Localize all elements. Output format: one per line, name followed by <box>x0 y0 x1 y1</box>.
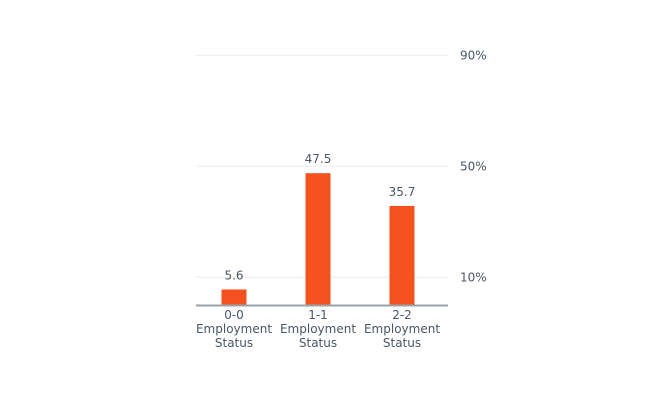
x-category-line: 1-1 <box>308 308 328 322</box>
y-tick-label: 10% <box>460 270 487 284</box>
bar <box>221 289 247 305</box>
data-label: 47.5 <box>305 152 332 166</box>
data-label: 5.6 <box>224 268 243 282</box>
x-category-label: 1-1 Employment Status <box>280 308 356 350</box>
x-category-line: Status <box>215 336 253 350</box>
y-axis-ticks: 10% 50% 90% <box>460 48 487 284</box>
bar <box>305 173 331 305</box>
x-category-line: Employment <box>364 322 440 336</box>
data-label: 35.7 <box>389 185 416 199</box>
bars <box>221 173 415 305</box>
x-category-line: Status <box>299 336 337 350</box>
data-labels: 5.6 47.5 35.7 <box>224 152 415 282</box>
x-category-label: 2-2 Employment Status <box>364 308 440 350</box>
x-category-label: 0-0 Employment Status <box>196 308 272 350</box>
x-category-line: Employment <box>280 322 356 336</box>
bar <box>389 205 415 305</box>
y-tick-label: 50% <box>460 159 487 173</box>
y-tick-label: 90% <box>460 48 487 62</box>
x-category-line: Employment <box>196 322 272 336</box>
x-category-line: 0-0 <box>224 308 244 322</box>
x-category-line: 2-2 <box>392 308 412 322</box>
x-category-line: Status <box>383 336 421 350</box>
